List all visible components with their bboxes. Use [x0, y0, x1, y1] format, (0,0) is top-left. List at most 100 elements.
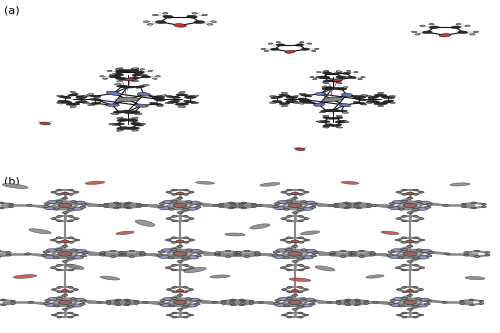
- Ellipse shape: [342, 93, 352, 96]
- Circle shape: [252, 203, 256, 205]
- Ellipse shape: [184, 101, 197, 103]
- Circle shape: [46, 303, 55, 306]
- Circle shape: [228, 202, 234, 204]
- Circle shape: [330, 253, 335, 255]
- Circle shape: [398, 257, 404, 259]
- Circle shape: [172, 215, 176, 217]
- Circle shape: [196, 255, 202, 257]
- Circle shape: [255, 252, 260, 253]
- Circle shape: [240, 303, 246, 304]
- Ellipse shape: [368, 96, 378, 99]
- Ellipse shape: [154, 98, 166, 101]
- Ellipse shape: [129, 111, 140, 114]
- Circle shape: [298, 241, 304, 243]
- Circle shape: [159, 202, 166, 204]
- Circle shape: [212, 301, 217, 303]
- Circle shape: [414, 237, 418, 238]
- Circle shape: [280, 239, 285, 241]
- Circle shape: [244, 250, 250, 252]
- Circle shape: [9, 203, 14, 205]
- Ellipse shape: [298, 98, 310, 101]
- Circle shape: [398, 305, 404, 307]
- Ellipse shape: [323, 117, 334, 119]
- Text: (a): (a): [4, 5, 20, 15]
- Circle shape: [44, 300, 51, 301]
- Ellipse shape: [132, 81, 139, 82]
- Ellipse shape: [318, 76, 330, 78]
- Ellipse shape: [56, 95, 63, 97]
- Circle shape: [62, 212, 68, 213]
- Ellipse shape: [58, 100, 71, 103]
- Circle shape: [177, 212, 183, 213]
- Circle shape: [68, 264, 73, 266]
- Ellipse shape: [316, 72, 321, 73]
- Circle shape: [413, 316, 418, 318]
- Circle shape: [356, 207, 362, 209]
- Ellipse shape: [152, 96, 164, 99]
- Circle shape: [172, 264, 176, 266]
- Circle shape: [130, 256, 134, 257]
- Circle shape: [346, 304, 350, 306]
- Circle shape: [136, 206, 141, 207]
- Circle shape: [424, 206, 431, 208]
- Circle shape: [6, 252, 12, 253]
- Circle shape: [80, 255, 87, 257]
- Circle shape: [274, 206, 284, 210]
- Circle shape: [168, 257, 174, 259]
- Ellipse shape: [136, 85, 145, 88]
- Circle shape: [328, 204, 334, 206]
- Circle shape: [403, 251, 417, 256]
- Circle shape: [68, 305, 73, 307]
- Circle shape: [56, 220, 62, 222]
- Circle shape: [470, 304, 474, 306]
- Ellipse shape: [319, 76, 327, 79]
- Circle shape: [51, 218, 56, 219]
- Circle shape: [258, 301, 264, 303]
- Circle shape: [116, 299, 120, 301]
- Circle shape: [416, 298, 422, 300]
- Ellipse shape: [322, 97, 342, 102]
- Ellipse shape: [126, 127, 140, 130]
- Circle shape: [360, 250, 364, 252]
- Ellipse shape: [116, 78, 130, 80]
- Ellipse shape: [175, 103, 189, 105]
- Circle shape: [56, 269, 62, 271]
- Ellipse shape: [300, 42, 304, 43]
- Circle shape: [44, 302, 50, 304]
- Circle shape: [413, 291, 418, 292]
- Circle shape: [68, 189, 73, 191]
- Ellipse shape: [136, 71, 144, 73]
- Ellipse shape: [474, 31, 478, 33]
- Ellipse shape: [382, 96, 394, 99]
- Circle shape: [214, 253, 220, 255]
- Circle shape: [288, 251, 302, 256]
- Circle shape: [172, 193, 176, 195]
- Circle shape: [56, 249, 62, 251]
- Circle shape: [80, 300, 86, 302]
- Circle shape: [402, 200, 407, 202]
- Ellipse shape: [470, 34, 475, 35]
- Circle shape: [172, 200, 177, 202]
- Ellipse shape: [140, 124, 145, 125]
- Circle shape: [344, 202, 348, 204]
- Circle shape: [389, 202, 396, 204]
- Circle shape: [166, 289, 171, 290]
- Ellipse shape: [178, 106, 186, 108]
- Ellipse shape: [439, 34, 451, 37]
- Ellipse shape: [346, 70, 350, 71]
- Ellipse shape: [322, 116, 329, 117]
- Ellipse shape: [126, 119, 138, 122]
- Circle shape: [68, 208, 73, 210]
- Circle shape: [231, 304, 235, 306]
- Circle shape: [474, 250, 480, 252]
- Circle shape: [114, 303, 119, 304]
- Circle shape: [172, 269, 176, 271]
- Circle shape: [176, 192, 184, 194]
- Circle shape: [310, 300, 316, 302]
- Circle shape: [190, 267, 195, 268]
- Ellipse shape: [132, 73, 142, 76]
- Circle shape: [74, 191, 79, 193]
- Circle shape: [76, 201, 86, 204]
- Ellipse shape: [163, 15, 173, 18]
- Ellipse shape: [276, 42, 280, 43]
